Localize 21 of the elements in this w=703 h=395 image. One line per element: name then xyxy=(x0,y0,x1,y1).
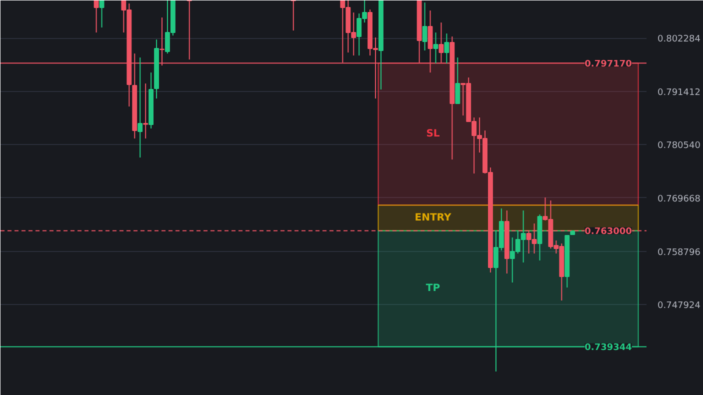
ref-line-label: 0.763000 xyxy=(584,227,632,238)
candlestick xyxy=(138,56,143,158)
y-tick-label: 0.802284 xyxy=(658,34,701,45)
ref-line-label: 0.797170 xyxy=(584,60,632,70)
candlestick xyxy=(422,2,428,51)
y-tick-label: 0.791412 xyxy=(658,88,700,98)
y-tick-label: 0.780540 xyxy=(658,141,701,152)
candlestick xyxy=(94,0,99,33)
band-label: SL xyxy=(426,128,440,140)
candlestick xyxy=(444,33,450,64)
candlestick xyxy=(290,0,296,32)
y-tick-label: 0.758796 xyxy=(658,248,701,258)
candlestick xyxy=(433,32,438,64)
y-tick-label: 0.769668 xyxy=(658,194,701,204)
candlestick xyxy=(99,0,104,28)
candlestick xyxy=(143,82,148,139)
band-label: TP xyxy=(426,283,440,294)
band-label: ENTRY xyxy=(414,212,452,224)
candlestick xyxy=(455,56,460,104)
ref-line-label: 0.739344 xyxy=(584,343,632,354)
y-tick-label: 0.747924 xyxy=(658,301,701,312)
